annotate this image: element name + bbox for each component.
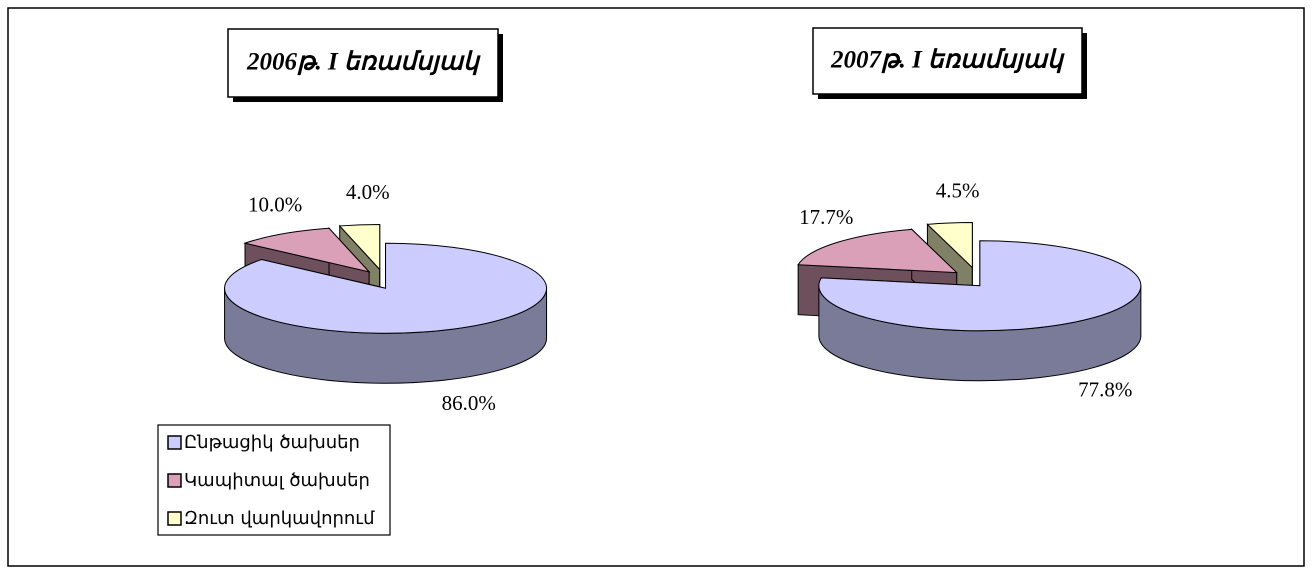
chart-title: 2006թ. I եռամսյակ (246, 49, 481, 76)
legend (157, 424, 391, 536)
slice (338, 224, 381, 271)
slice (243, 227, 371, 273)
title-box (227, 28, 499, 98)
data-label: 10.0% (248, 193, 302, 217)
legend-label: Կապիտալ ծախսեր (184, 470, 370, 491)
data-label: 4.0% (346, 180, 390, 204)
legend-label: Ընթացիկ ծախսեր (184, 432, 360, 453)
data-label: 86.0% (442, 391, 496, 415)
title-box (812, 27, 1083, 95)
data-label: 77.8% (1078, 378, 1132, 402)
legend-swatch (167, 435, 182, 450)
slice (224, 242, 548, 334)
slice (797, 228, 958, 274)
legend-label: Զուտ վարկավորում (184, 508, 375, 529)
data-label: 17.7% (799, 205, 853, 229)
chart-title: 2007թ. I եռամսյակ (830, 47, 1065, 74)
slice (926, 222, 973, 269)
legend-swatch (167, 473, 182, 488)
legend-swatch (167, 511, 182, 526)
slice (818, 240, 1142, 332)
data-label: 4.5% (936, 178, 980, 202)
